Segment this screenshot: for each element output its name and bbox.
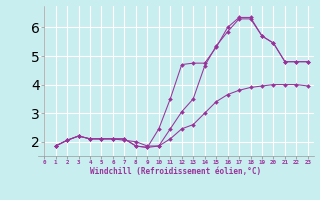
X-axis label: Windchill (Refroidissement éolien,°C): Windchill (Refroidissement éolien,°C) — [91, 167, 261, 176]
